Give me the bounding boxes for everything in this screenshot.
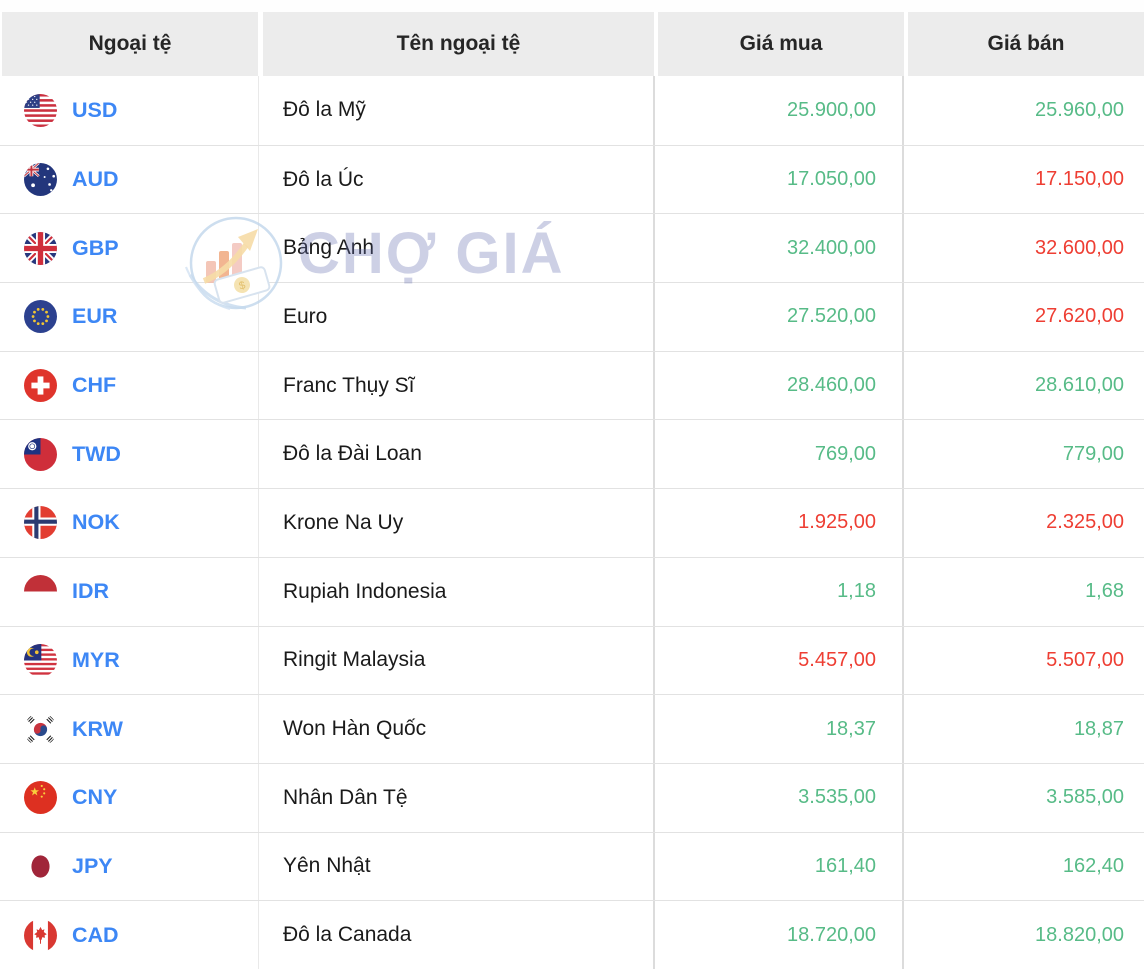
currency-name: Ringit Malaysia [259,626,655,695]
sell-price-value: 162,40 [1062,854,1124,877]
currency-cell: CNY [0,763,259,832]
table-row: IDR Rupiah Indonesia 1,18 1,68 [0,556,1144,626]
currency-cell: TWD [0,420,259,489]
currency-cell: CAD [0,901,259,969]
sell-price-value: 25.960,00 [1035,98,1124,121]
sell-price-value: 2.325,00 [1046,511,1124,534]
buy-price-value: 28.460,00 [655,351,904,420]
currency-cell: NOK [0,489,259,557]
idr-flag-icon [24,575,57,609]
buy-price-value: 18,37 [655,695,904,763]
buy-price-value: 5.457,00 [655,626,904,695]
table-row: USD Đô la Mỹ 25.900,00 25.960,00 [0,76,1144,145]
sell-price-value: 18.820,00 [1035,923,1124,946]
aud-flag-icon [24,163,57,197]
currency-code-link[interactable]: GBP [72,235,119,260]
table-header-row: Ngoại tệ Tên ngoại tệ Giá mua Giá bán [0,12,1144,76]
buy-price-value: 18.720,00 [655,901,904,969]
sell-price-value: 3.585,00 [1046,786,1124,809]
currency-code-link[interactable]: EUR [72,304,118,329]
header-currency: Ngoại tệ [2,12,258,76]
currency-name: Won Hàn Quốc [259,695,655,763]
header-sell-price: Giá bán [908,12,1144,76]
eur-flag-icon [24,300,57,334]
currency-name: Krone Na Uy [259,489,655,557]
table-row: TWD Đô la Đài Loan 769,00 779,00 [0,419,1144,489]
currency-code-link[interactable]: CHF [72,373,117,398]
table-row: MYR Ringit Malaysia 5.457,00 5.507,00 [0,625,1144,695]
buy-price-value: 161,40 [655,832,904,901]
currency-cell: JPY [0,832,259,901]
sell-price-value: 27.620,00 [1035,305,1124,328]
jpy-flag-icon [24,849,57,883]
sell-price-value: 32.600,00 [1035,236,1124,259]
table-row: CNY Nhân Dân Tệ 3.535,00 3.585,00 [0,762,1144,832]
usd-flag-icon [24,93,57,127]
sell-price-value: 17.150,00 [1035,168,1124,191]
buy-price-value: 3.535,00 [655,763,904,832]
buy-price-value: 769,00 [655,420,904,489]
gbp-flag-icon [24,231,57,265]
currency-name: Đô la Canada [259,901,655,969]
cny-flag-icon [24,781,57,815]
myr-flag-icon [24,643,57,677]
header-currency-name: Tên ngoại tệ [263,12,654,76]
currency-code-link[interactable]: IDR [72,579,110,604]
currency-name: Rupiah Indonesia [259,557,655,626]
twd-flag-icon [24,437,57,471]
sell-price-value: 1,68 [1085,580,1124,603]
currency-cell: MYR [0,626,259,695]
table-row: KRW Won Hàn Quốc 18,37 18,87 [0,694,1144,763]
currency-name: Đô la Đài Loan [259,420,655,489]
sell-price-value: 779,00 [1062,442,1124,465]
chf-flag-icon [24,369,57,403]
currency-name: Nhân Dân Tệ [259,763,655,832]
currency-name: Euro [259,283,655,351]
currency-code-link[interactable]: TWD [72,441,121,466]
rates-table-body: USD Đô la Mỹ 25.900,00 25.960,00 AUD Đô … [0,76,1144,969]
table-row: EUR Euro 27.520,00 27.620,00 [0,282,1144,351]
table-row: GBP Bảng Anh 32.400,00 32.600,00 [0,213,1144,283]
currency-cell: IDR [0,557,259,626]
sell-price-value: 5.507,00 [1046,648,1124,671]
buy-price-value: 1.925,00 [655,489,904,557]
top-spacer [0,0,1144,12]
currency-code-link[interactable]: USD [72,97,118,122]
currency-cell: USD [0,76,259,145]
currency-code-link[interactable]: MYR [72,647,120,672]
currency-cell: GBP [0,214,259,283]
table-row: CAD Đô la Canada 18.720,00 18.820,00 [0,900,1144,969]
buy-price-value: 32.400,00 [655,214,904,283]
currency-name: Đô la Úc [259,145,655,214]
cad-flag-icon [24,918,57,952]
buy-price-value: 27.520,00 [655,283,904,351]
buy-price-value: 25.900,00 [655,76,904,145]
buy-price-value: 1,18 [655,557,904,626]
krw-flag-icon [24,712,57,746]
currency-code-link[interactable]: KRW [72,716,123,741]
currency-code-link[interactable]: AUD [72,167,119,192]
currency-name: Bảng Anh [259,214,655,283]
currency-name: Yên Nhật [259,832,655,901]
currency-code-link[interactable]: NOK [72,510,120,535]
table-row: CHF Franc Thụy Sĩ 28.460,00 28.610,00 [0,350,1144,420]
currency-name: Đô la Mỹ [259,76,655,145]
table-row: NOK Krone Na Uy 1.925,00 2.325,00 [0,488,1144,557]
currency-cell: EUR [0,283,259,351]
table-row: JPY Yên Nhật 161,40 162,40 [0,831,1144,901]
header-buy-price: Giá mua [658,12,904,76]
currency-cell: CHF [0,351,259,420]
currency-cell: AUD [0,145,259,214]
nok-flag-icon [24,506,57,540]
buy-price-value: 17.050,00 [655,145,904,214]
sell-price-value: 28.610,00 [1035,374,1124,397]
sell-price-value: 18,87 [1073,717,1124,740]
table-row: AUD Đô la Úc 17.050,00 17.150,00 [0,144,1144,214]
currency-code-link[interactable]: CNY [72,785,118,810]
currency-code-link[interactable]: CAD [72,922,119,947]
currency-name: Franc Thụy Sĩ [259,351,655,420]
currency-code-link[interactable]: JPY [72,853,113,878]
currency-cell: KRW [0,695,259,763]
